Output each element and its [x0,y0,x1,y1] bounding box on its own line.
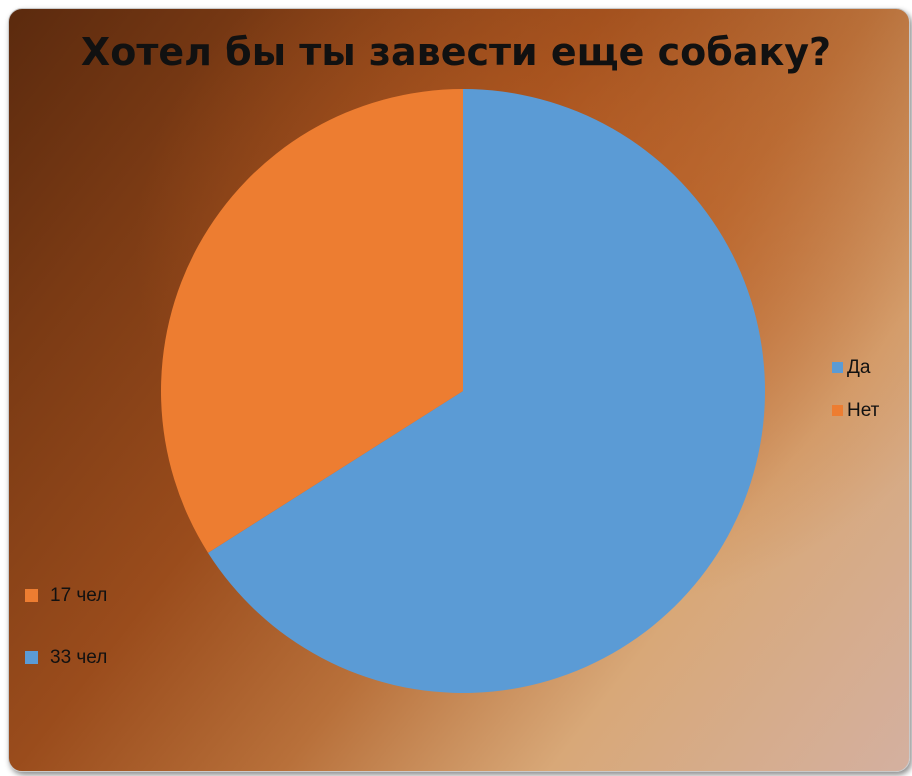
data-label-text-17: 17 чел [50,584,108,606]
data-label-text-33: 33 чел [50,646,108,668]
legend-label-da: Да [847,356,871,378]
legend-item-da: Да [832,356,879,379]
pie-slice-1 [160,89,463,553]
data-label-list: 17 чел 33 чел [25,584,107,708]
legend-label-net: Нет [847,399,880,421]
legend: Да Нет [832,356,879,442]
legend-swatch-net [832,405,843,416]
data-label-swatch-33 [25,651,38,664]
data-label-swatch-17 [25,589,38,602]
data-label-17: 17 чел [25,584,107,607]
data-label-33: 33 чел [25,646,107,669]
legend-item-net: Нет [832,399,879,422]
pie-slice-0 [208,89,766,693]
chart-title: Хотел бы ты завести еще собаку? [80,30,832,74]
legend-swatch-da [832,362,843,373]
